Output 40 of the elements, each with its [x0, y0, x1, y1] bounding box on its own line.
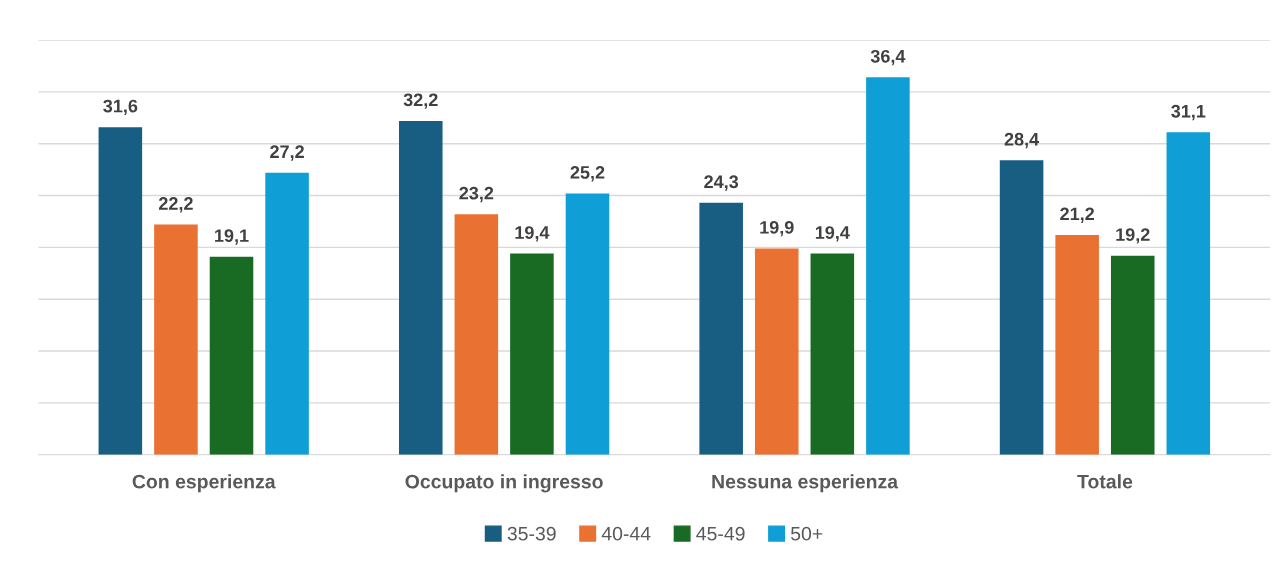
data-label: 36,4 — [870, 49, 906, 66]
bar — [209, 256, 254, 455]
data-label: 23,2 — [459, 186, 494, 203]
bar — [1166, 132, 1211, 455]
data-label: 22,2 — [158, 197, 193, 213]
bar — [398, 120, 443, 455]
x-tick-label: Nessuna esperienza — [712, 474, 899, 493]
bar — [1110, 255, 1155, 455]
data-label: 19,9 — [760, 220, 794, 237]
x-tick-label: Occupato in ingresso — [405, 474, 603, 493]
data-label: 19,2 — [1116, 228, 1150, 244]
legend-label: 40-44 — [601, 526, 651, 541]
data-label: 25,2 — [570, 166, 605, 182]
bar — [754, 248, 799, 455]
bar — [565, 193, 610, 455]
data-label: 19,4 — [515, 226, 550, 242]
bar — [265, 172, 309, 455]
data-label: 28,4 — [1004, 132, 1040, 149]
bar — [510, 253, 554, 455]
x-tick-label: Totale — [1077, 474, 1133, 489]
data-label: 24,3 — [704, 175, 739, 191]
bar — [454, 214, 499, 455]
bar — [810, 253, 855, 455]
data-label: 19,1 — [215, 229, 249, 245]
legend-label: 35-39 — [507, 526, 556, 541]
x-tick-label: Con esperienza — [132, 474, 276, 493]
data-label: 31,1 — [1171, 104, 1206, 121]
bar — [1055, 234, 1099, 455]
bar — [999, 160, 1044, 455]
data-label: 31,6 — [103, 99, 138, 116]
bar — [154, 224, 198, 455]
data-label: 19,4 — [815, 226, 850, 242]
bar — [866, 77, 910, 455]
data-label: 27,2 — [270, 145, 304, 161]
data-label: 32,2 — [403, 93, 438, 109]
legend-label: 45-49 — [696, 526, 745, 541]
bar — [98, 127, 143, 455]
data-label: 21,2 — [1060, 207, 1095, 223]
legend-label: 50+ — [790, 526, 823, 541]
bar — [699, 202, 743, 455]
